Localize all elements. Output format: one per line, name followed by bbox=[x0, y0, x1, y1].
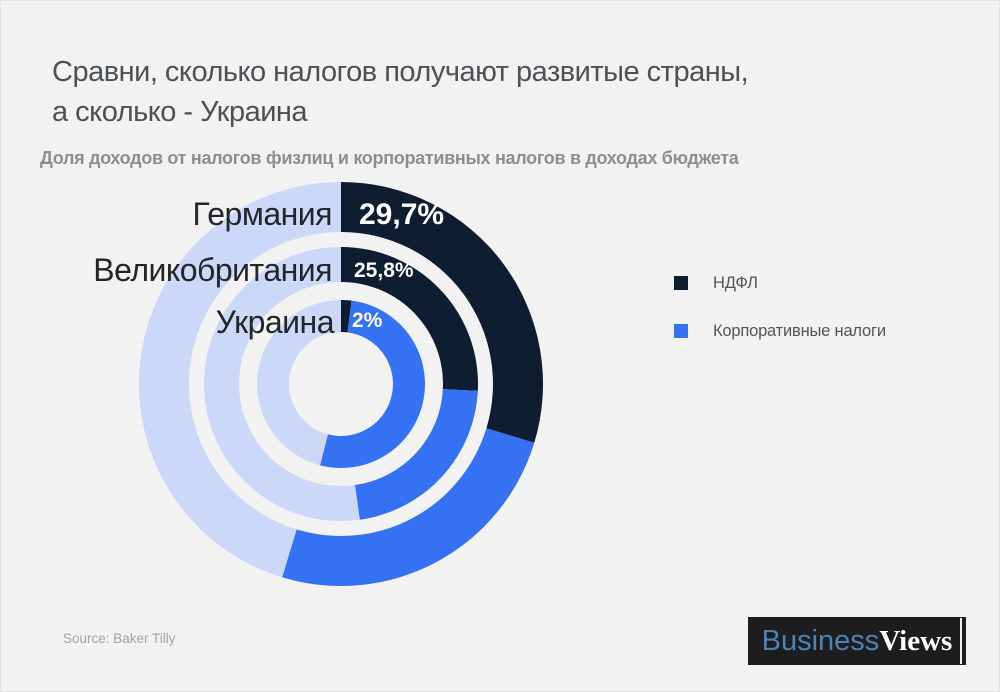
ring-value-ukraine: 2% bbox=[352, 309, 383, 332]
businessviews-logo: Business Views bbox=[748, 617, 966, 665]
logo-accent-line bbox=[960, 618, 962, 664]
legend-label-corporate: Корпоративные налоги bbox=[713, 321, 886, 340]
page-title-line1: Сравни, сколько налогов получают развиты… bbox=[52, 56, 749, 88]
chart-legend: НДФЛ Корпоративные налоги bbox=[674, 274, 886, 370]
corporate-swatch-icon bbox=[674, 324, 688, 338]
legend-row-ndfl: НДФЛ bbox=[674, 274, 886, 292]
ring-value-uk: 25,8% bbox=[354, 259, 414, 282]
ring-label-ukraine: Украина bbox=[215, 304, 335, 340]
ring-value-germany: 29,7% bbox=[359, 198, 445, 231]
ring-label-uk: Великобритания bbox=[93, 252, 332, 288]
source-text: Source: Baker Tilly bbox=[63, 631, 176, 646]
logo-text-business: Business bbox=[761, 624, 880, 657]
legend-row-corporate: Корпоративные налоги bbox=[674, 322, 886, 340]
ring-label-germany: Германия bbox=[192, 196, 333, 232]
page-title: Сравни, сколько налогов получают развиты… bbox=[52, 52, 749, 132]
chart-subtitle: Доля доходов от налогов физлиц и корпора… bbox=[40, 148, 739, 168]
ndfl-swatch-icon bbox=[674, 276, 688, 290]
legend-label-ndfl: НДФЛ bbox=[713, 273, 758, 292]
page-title-line2: а сколько - Украина bbox=[52, 96, 308, 128]
logo-text-views: Views bbox=[879, 624, 953, 657]
